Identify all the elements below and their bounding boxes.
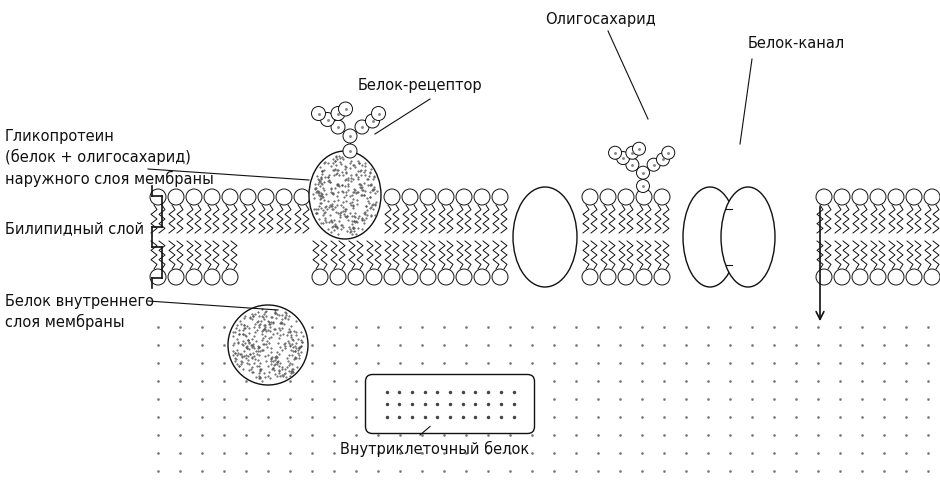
Circle shape (402, 189, 418, 205)
Circle shape (636, 166, 650, 179)
Circle shape (906, 189, 922, 205)
Circle shape (402, 269, 418, 285)
Circle shape (582, 189, 598, 205)
Circle shape (258, 189, 274, 205)
Circle shape (338, 102, 352, 116)
Ellipse shape (721, 187, 775, 287)
Circle shape (636, 180, 650, 193)
Circle shape (366, 269, 382, 285)
Circle shape (654, 189, 670, 205)
Circle shape (852, 189, 868, 205)
Circle shape (330, 269, 346, 285)
Circle shape (348, 269, 364, 285)
Circle shape (384, 189, 400, 205)
Circle shape (420, 189, 436, 205)
Circle shape (617, 152, 630, 165)
Text: Билипидный слой: Билипидный слой (5, 222, 144, 237)
Text: Белок внутреннего
слоя мембраны: Белок внутреннего слоя мембраны (5, 294, 154, 330)
Text: Белок-канал: Белок-канал (748, 36, 845, 51)
Circle shape (600, 269, 616, 285)
Circle shape (384, 269, 400, 285)
Circle shape (456, 269, 472, 285)
Circle shape (852, 269, 868, 285)
Circle shape (834, 269, 850, 285)
Circle shape (331, 120, 345, 134)
Text: Белок-рецептор: Белок-рецептор (358, 78, 482, 93)
Circle shape (186, 189, 202, 205)
Circle shape (636, 189, 652, 205)
Circle shape (371, 106, 385, 120)
Circle shape (321, 112, 335, 127)
Circle shape (608, 146, 621, 159)
Circle shape (204, 189, 220, 205)
Circle shape (600, 189, 616, 205)
Circle shape (312, 269, 328, 285)
Text: Олигосахарид: Олигосахарид (544, 12, 655, 27)
Circle shape (816, 269, 832, 285)
Ellipse shape (228, 305, 308, 385)
Circle shape (906, 269, 922, 285)
Circle shape (474, 189, 490, 205)
Circle shape (633, 142, 646, 155)
Circle shape (888, 269, 904, 285)
Circle shape (870, 189, 886, 205)
Circle shape (438, 189, 454, 205)
Circle shape (492, 269, 508, 285)
Circle shape (662, 146, 675, 159)
Circle shape (343, 129, 357, 143)
Circle shape (636, 269, 652, 285)
Circle shape (276, 189, 292, 205)
Circle shape (311, 106, 325, 120)
Circle shape (331, 106, 345, 120)
Circle shape (343, 144, 357, 158)
Circle shape (924, 269, 940, 285)
Circle shape (924, 189, 940, 205)
Circle shape (834, 189, 850, 205)
Circle shape (150, 269, 166, 285)
Circle shape (420, 269, 436, 285)
Circle shape (870, 269, 886, 285)
Circle shape (816, 189, 832, 205)
Ellipse shape (309, 151, 381, 239)
Circle shape (204, 269, 220, 285)
Circle shape (618, 189, 634, 205)
Circle shape (168, 189, 184, 205)
Circle shape (618, 269, 634, 285)
Circle shape (150, 189, 166, 205)
Circle shape (456, 189, 472, 205)
Circle shape (438, 269, 454, 285)
Circle shape (355, 120, 369, 134)
Circle shape (366, 114, 380, 128)
Text: Внутриклеточный белок: Внутриклеточный белок (340, 441, 529, 457)
Circle shape (654, 269, 670, 285)
Circle shape (168, 269, 184, 285)
Circle shape (240, 189, 256, 205)
Ellipse shape (513, 187, 577, 287)
Circle shape (222, 189, 238, 205)
Circle shape (492, 189, 508, 205)
Circle shape (647, 158, 660, 171)
Circle shape (222, 269, 238, 285)
FancyBboxPatch shape (366, 375, 535, 434)
Circle shape (582, 269, 598, 285)
Text: Гликопротеин
(белок + олигосахарид)
наружного слоя мембраны: Гликопротеин (белок + олигосахарид) нару… (5, 129, 213, 187)
Circle shape (656, 153, 669, 166)
Circle shape (186, 269, 202, 285)
Circle shape (294, 189, 310, 205)
Circle shape (474, 269, 490, 285)
Ellipse shape (683, 187, 737, 287)
Circle shape (626, 158, 639, 171)
Circle shape (626, 146, 639, 159)
Circle shape (888, 189, 904, 205)
